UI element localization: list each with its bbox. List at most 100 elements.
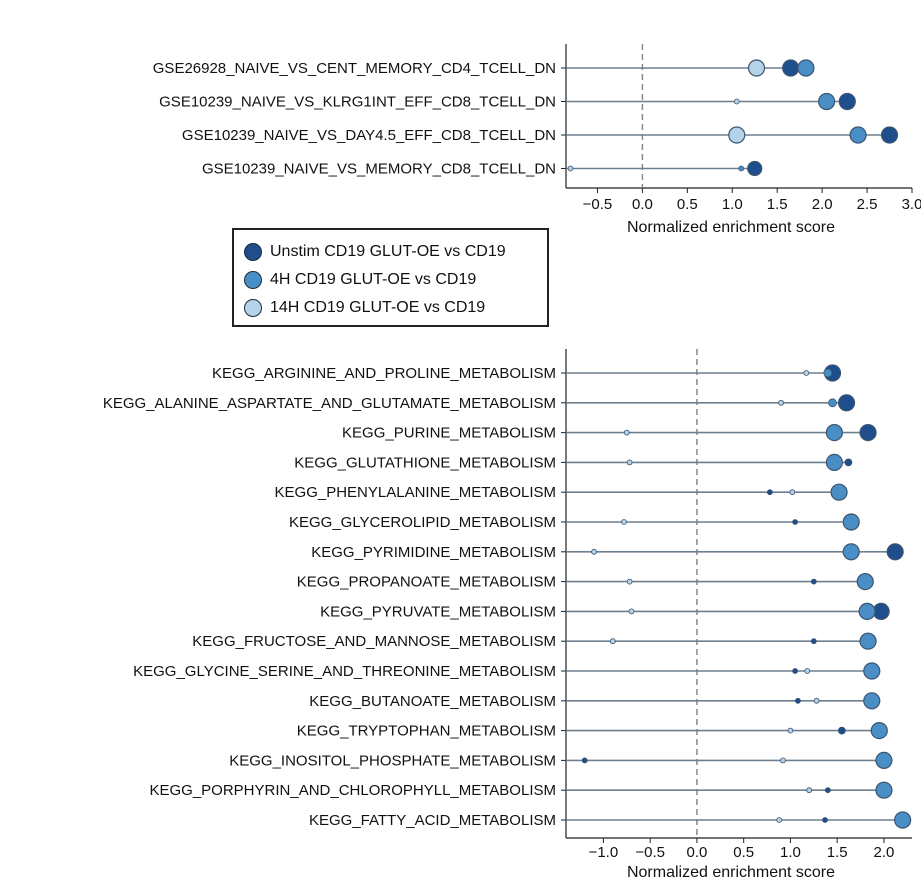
top-point-series-1 [818, 92, 836, 111]
legend-item-unstim: Unstim CD19 GLUT-OE vs CD19 [244, 238, 506, 266]
bottom-point-series-2 [780, 757, 786, 764]
top-x-tick-label: 1.5 [767, 196, 788, 213]
bottom-y-tick-label: KEGG_PORPHYRIN_AND_CHLOROPHYLL_METABOLIS… [149, 782, 556, 799]
legend-item-4h: 4H CD19 GLUT-OE vs CD19 [244, 266, 476, 294]
bottom-y-tick-label: KEGG_PYRUVATE_METABOLISM [320, 603, 556, 620]
bottom-point-series-1 [859, 632, 877, 650]
bottom-point-series-0 [810, 578, 817, 585]
top-panel: −0.5 0.0 0.5 1.0 1.5 2.0 2.5 3.0 Normalized enri… [153, 44, 921, 236]
bottom-point-series-2 [623, 429, 630, 436]
top-point-series-1 [849, 126, 867, 144]
bottom-y-tick-label: KEGG_ARGININE_AND_PROLINE_METABOLISM [212, 365, 556, 382]
legend-item-14h: 14H CD19 GLUT-OE vs CD19 [244, 294, 485, 322]
bottom-point-series-2 [626, 578, 633, 585]
bottom-point-series-2 [621, 519, 627, 525]
legend-label-unstim: Unstim CD19 GLUT-OE vs CD19 [270, 243, 506, 260]
bottom-y-tick-label: KEGG_PHENYLALANINE_METABOLISM [275, 484, 556, 501]
bottom-point-series-1 [875, 751, 893, 770]
top-x-tick-label: −0.5 [583, 196, 613, 213]
bottom-y-tick-label: KEGG_FATTY_ACID_METABOLISM [309, 812, 556, 829]
bottom-y-tick-label: KEGG_ALANINE_ASPARTATE_AND_GLUTAMATE_MET… [103, 395, 556, 412]
bottom-point-series-1 [842, 543, 860, 561]
bottom-point-series-0 [824, 787, 831, 794]
bottom-point-series-2 [789, 489, 796, 496]
bottom-y-tick-label: KEGG_FRUCTOSE_AND_MANNOSE_METABOLISM [192, 633, 556, 650]
top-y-tick-label: GSE26928_NAIVE_VS_CENT_MEMORY_CD4_TCELL_… [153, 60, 556, 77]
bottom-y-tick-label: KEGG_PROPANOATE_METABOLISM [297, 574, 556, 591]
bottom-point-series-2 [591, 548, 597, 555]
bottom-y-tick-label: KEGG_PYRIMIDINE_METABOLISM [311, 544, 556, 561]
bottom-point-series-1 [842, 513, 860, 531]
bottom-point-series-0 [795, 697, 801, 704]
legend-label-4h: 4H CD19 GLUT-OE vs CD19 [270, 271, 477, 288]
top-x-tick-label: 2.5 [857, 196, 878, 213]
bottom-panel: −1.0 −0.5 0.0 0.5 1.0 1.5 2.0 Normalized enrich… [103, 349, 912, 881]
bottom-y-tick-label: KEGG_PURINE_METABOLISM [342, 425, 556, 442]
top-point-series-1 [738, 165, 745, 172]
bottom-point-series-1 [823, 368, 833, 378]
top-point-series-0 [747, 160, 763, 177]
bottom-x-tick-label: 2.0 [874, 844, 895, 861]
bottom-y-tick-label: KEGG_GLYCINE_SERINE_AND_THREONINE_METABO… [133, 663, 556, 680]
bottom-y-tick-label: KEGG_TRYPTOPHAN_METABOLISM [297, 723, 556, 740]
top-y-tick-label: GSE10239_NAIVE_VS_KLRG1INT_EFF_CD8_TCELL… [159, 94, 556, 111]
bottom-point-series-2 [609, 638, 616, 645]
bottom-point-series-1 [894, 811, 912, 829]
bottom-point-series-2 [778, 399, 784, 406]
bottom-point-series-0 [792, 668, 799, 674]
top-x-axis-label: Normalized enrichment score [627, 219, 835, 236]
bottom-x-tick-label: 1.0 [780, 844, 801, 861]
bottom-x-tick-label: 1.5 [827, 844, 848, 861]
bottom-point-series-2 [803, 370, 810, 376]
legend-marker-14h [244, 299, 262, 317]
bottom-point-series-0 [792, 519, 799, 525]
legend-marker-4h [244, 271, 262, 289]
top-point-series-2 [747, 59, 766, 77]
bottom-point-series-0 [844, 458, 853, 467]
bottom-y-tick-label: KEGG_BUTANOATE_METABOLISM [309, 693, 556, 710]
top-x-tick-label: 3.0 [902, 196, 921, 213]
bottom-x-axis-label: Normalized enrichment score [627, 864, 835, 881]
bottom-y-tick-label: KEGG_INOSITOL_PHOSPHATE_METABOLISM [229, 752, 556, 769]
bottom-point-series-0 [837, 394, 856, 412]
bottom-point-series-1 [825, 424, 843, 442]
legend-label-14h: 14H CD19 GLUT-OE vs CD19 [270, 299, 486, 316]
bottom-point-series-1 [870, 721, 888, 740]
bottom-x-tick-label: 0.5 [733, 844, 754, 861]
bottom-point-series-2 [776, 817, 783, 823]
bottom-point-series-0 [822, 817, 828, 823]
top-point-series-2 [567, 165, 574, 172]
bottom-point-series-2 [626, 459, 633, 466]
bottom-point-series-2 [628, 608, 635, 615]
bottom-point-series-1 [830, 483, 848, 501]
bottom-point-series-0 [766, 489, 773, 496]
bottom-point-series-1 [863, 692, 881, 710]
bottom-point-series-2 [813, 697, 820, 704]
top-point-series-0 [880, 126, 899, 144]
bottom-point-series-1 [828, 398, 837, 408]
bottom-point-series-1 [856, 572, 874, 591]
bottom-x-tick-label: −0.5 [635, 844, 665, 861]
top-y-tick-label: GSE10239_NAIVE_VS_MEMORY_CD8_TCELL_DN [202, 161, 556, 178]
bottom-point-series-2 [806, 787, 813, 794]
top-point-series-2 [733, 98, 740, 105]
bottom-y-tick-label: KEGG_GLYCEROLIPID_METABOLISM [289, 514, 556, 531]
bottom-point-series-1 [858, 602, 876, 621]
bottom-point-series-0 [581, 757, 588, 764]
bottom-point-series-1 [875, 781, 893, 799]
top-x-tick-label: 1.0 [722, 196, 743, 213]
top-x-tick-label: 0.0 [632, 196, 653, 213]
bottom-y-tick-label: KEGG_GLUTATHIONE_METABOLISM [294, 454, 556, 471]
bottom-point-series-0 [810, 638, 817, 645]
top-point-series-0 [838, 92, 856, 111]
bottom-point-series-1 [825, 453, 843, 471]
bottom-point-series-2 [804, 668, 811, 674]
bottom-point-series-0 [837, 726, 846, 735]
bottom-point-series-0 [859, 424, 877, 442]
bottom-point-series-0 [886, 543, 904, 561]
bottom-x-tick-label: −1.0 [589, 844, 619, 861]
legend-marker-unstim [244, 243, 262, 261]
legend: Unstim CD19 GLUT-OE vs CD19 4H CD19 GLUT… [232, 228, 549, 327]
top-point-series-0 [782, 59, 800, 77]
